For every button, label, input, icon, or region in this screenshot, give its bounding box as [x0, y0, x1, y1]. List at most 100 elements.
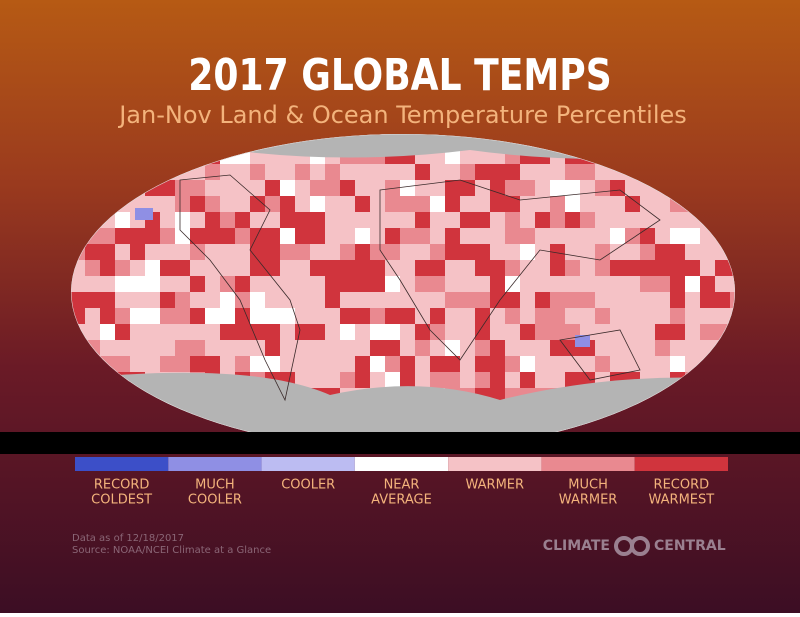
- map-cell: [115, 324, 130, 340]
- map-cell: [280, 292, 295, 308]
- map-cell: [130, 276, 160, 292]
- map-cell: [340, 180, 355, 196]
- map-cell: [385, 180, 400, 196]
- map-cell: [370, 356, 385, 372]
- legend-swatch: [168, 457, 262, 471]
- map-cell: [235, 356, 250, 372]
- map-cell: [640, 356, 670, 372]
- map-cell: [535, 356, 550, 372]
- map-cell: [625, 260, 655, 276]
- map-cell: [475, 308, 490, 324]
- map-cell: [130, 292, 160, 308]
- legend-swatch: [75, 457, 169, 471]
- map-cell: [205, 308, 235, 324]
- map-cell: [550, 196, 565, 212]
- map-cell: [385, 356, 400, 372]
- map-cell: [100, 260, 115, 276]
- map-cell: [220, 292, 235, 308]
- map-cell: [85, 260, 100, 276]
- map-cell: [340, 324, 355, 340]
- map-cell: [700, 292, 730, 308]
- map-cell: [595, 180, 610, 196]
- map-cell: [625, 228, 640, 244]
- map-cell: [205, 244, 220, 260]
- map-cell: [370, 324, 400, 340]
- map-cell: [280, 164, 295, 180]
- map-cell: [310, 196, 325, 212]
- map-cell: [655, 260, 670, 276]
- map-cell: [535, 276, 550, 292]
- map-cell: [520, 228, 535, 244]
- map-cell: [310, 244, 340, 260]
- map-cell: [640, 228, 655, 244]
- map-cell: [135, 208, 153, 220]
- map-cell: [520, 308, 535, 324]
- logo-icon: [630, 536, 650, 556]
- map-cell: [205, 260, 220, 276]
- map-cell: [575, 335, 590, 347]
- map-cell: [250, 228, 265, 244]
- map-cell: [385, 308, 415, 324]
- legend-label: RECORD: [94, 478, 150, 493]
- map-cell: [280, 228, 295, 244]
- map-cell: [640, 276, 670, 292]
- map-cell: [130, 356, 145, 372]
- map-cell: [445, 180, 475, 196]
- map-cell: [595, 308, 610, 324]
- map-cell: [550, 180, 580, 196]
- land-outline: [179, 174, 661, 402]
- map-cell: [340, 260, 355, 276]
- map-cell: [280, 180, 295, 196]
- map-cell: [550, 276, 580, 292]
- map-cell: [190, 196, 205, 212]
- map-cell: [130, 308, 160, 324]
- map-cell: [730, 292, 735, 308]
- map-cell: [460, 324, 475, 340]
- map-cell: [190, 356, 220, 372]
- map-cell: [415, 324, 430, 340]
- map-cell: [400, 324, 415, 340]
- map-cell: [580, 212, 595, 228]
- map-cell: [550, 260, 565, 276]
- map-cell: [475, 244, 490, 260]
- map-cell: [655, 324, 685, 340]
- map-cell: [145, 244, 175, 260]
- legend-swatch: [541, 457, 635, 471]
- map-cell: [445, 292, 475, 308]
- legend-label: COOLER: [281, 478, 335, 493]
- map-cell: [415, 308, 430, 324]
- subtitle: Jan-Nov Land & Ocean Temperature Percent…: [117, 101, 687, 129]
- title: 2017 GLOBAL TEMPS: [188, 51, 611, 101]
- map: [71, 134, 735, 450]
- map-cell: [175, 340, 205, 356]
- map-cell: [400, 372, 415, 388]
- map-cell: [490, 340, 505, 356]
- map-cell: [235, 324, 265, 340]
- map-cell: [385, 260, 400, 276]
- map-cell: [370, 340, 400, 356]
- map-cell: [520, 372, 535, 388]
- map-cell: [505, 180, 535, 196]
- map-cell: [250, 196, 265, 212]
- map-cell: [445, 196, 460, 212]
- map-cell: [655, 340, 670, 356]
- map-cell: [550, 212, 565, 228]
- map-cell: [550, 340, 580, 356]
- map-cell: [295, 164, 310, 180]
- map-cell: [670, 356, 685, 372]
- map-cell: [655, 244, 685, 260]
- map-cell: [565, 260, 580, 276]
- map-cell: [565, 212, 580, 228]
- map-cell: [520, 244, 535, 260]
- map-cell: [445, 244, 475, 260]
- legend-label: WARMEST: [649, 493, 715, 508]
- map-cell: [340, 212, 370, 228]
- map-cell: [415, 212, 430, 228]
- map-cell: [700, 276, 715, 292]
- map-cell: [310, 180, 325, 196]
- map-cell: [460, 164, 475, 180]
- map-cell: [265, 276, 295, 292]
- map-cell: [265, 196, 280, 212]
- map-cell: [550, 244, 565, 260]
